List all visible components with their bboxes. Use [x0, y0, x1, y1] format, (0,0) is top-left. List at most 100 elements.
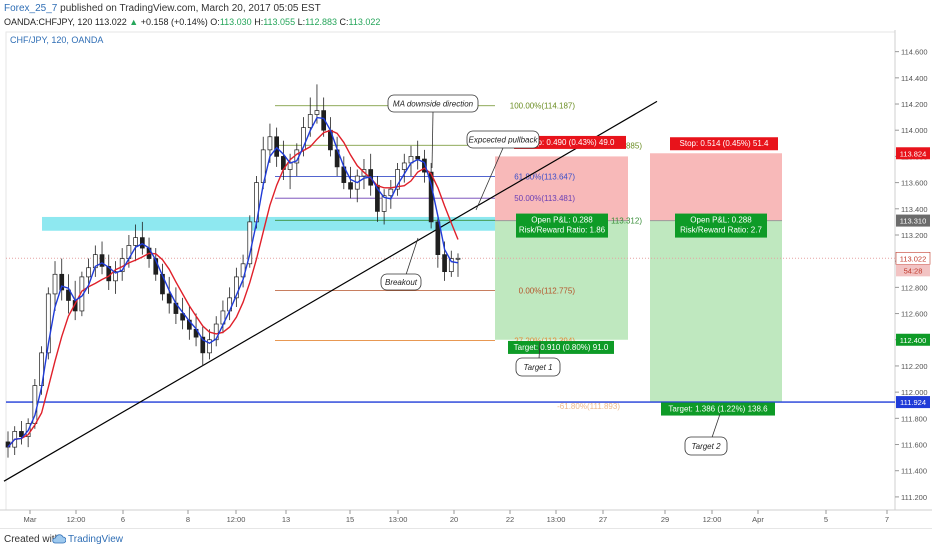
candle-body	[395, 169, 400, 190]
candle-body	[19, 431, 24, 438]
slow-moving-average	[7, 129, 459, 448]
publish-line: Forex_25_7 published on TradingView.com,…	[4, 3, 321, 14]
candle-body	[448, 258, 454, 273]
trendline	[3, 100, 658, 482]
candle-body	[166, 293, 172, 304]
candle-body	[207, 339, 212, 354]
tradingview-brand[interactable]: TradingView	[68, 534, 124, 545]
x-tick-label: 29	[661, 515, 669, 524]
y-tick-label: 111.400	[901, 467, 927, 476]
up-triangle-icon: ▲	[129, 17, 139, 27]
x-tick-label: 6	[121, 515, 125, 524]
change-value: +0.158 (+0.14%)	[140, 17, 208, 27]
low-label: L:	[297, 17, 306, 27]
annotation-pullback-box	[466, 130, 540, 149]
x-tick-label: 8	[186, 515, 190, 524]
candle-body	[442, 254, 447, 273]
y-tick-label: 112.800	[901, 283, 928, 292]
target-label-2-text: Target: 1.386 (1.22%) 138.6	[668, 405, 768, 414]
fib-label: -61.80%(111.893)	[557, 402, 620, 411]
candle-body	[234, 276, 239, 299]
fib-label: 61.80%(113.647)	[514, 172, 575, 181]
y-tick-label: 113.600	[901, 179, 928, 188]
pnl-label-2-text: Open P&L: 0.288	[690, 216, 752, 225]
x-tick-label: 7	[885, 515, 889, 524]
chart-title: CHF/JPY, 120, OANDA	[10, 35, 103, 45]
candle-body	[415, 156, 421, 160]
y-tick-label: 114.200	[901, 100, 928, 109]
close-label: C:	[339, 17, 349, 27]
x-tick-label: 5	[824, 515, 828, 524]
annotation-target-2-box	[684, 436, 728, 456]
x-tick-label: 12:00	[703, 515, 722, 524]
x-tick-label: 13:00	[389, 515, 408, 524]
y-tick-label: 111.800	[901, 414, 927, 423]
candle-body	[86, 267, 91, 278]
target-zone	[495, 220, 628, 340]
candle-body	[348, 182, 353, 190]
candle-body	[113, 271, 118, 282]
candle-body	[139, 237, 145, 249]
x-tick-label: 13	[282, 515, 290, 524]
y-tick-label: 111.200	[901, 493, 927, 502]
price-axis-label-text: 111.924	[900, 398, 926, 407]
pnl-label-1-text: Risk/Reward Ratio: 1.86	[519, 226, 606, 235]
x-tick-label: 20	[450, 515, 458, 524]
pnl-label-1-box	[516, 213, 608, 238]
low-value: 112.883	[305, 17, 337, 27]
candle-body	[321, 110, 327, 131]
fib-label: 0.00%(112.775)	[519, 287, 576, 296]
annotation-breakout-text: Breakout	[385, 278, 418, 287]
x-tick-label: 13:00	[547, 515, 566, 524]
created-with-label: Created with	[4, 534, 61, 545]
annotation-ma-direction-text: MA downside direction	[393, 100, 474, 109]
candle-body	[99, 254, 105, 267]
candle-body	[200, 336, 206, 354]
close-value: 113.022	[348, 17, 381, 27]
chart-header: Forex_25_7 published on TradingView.com,…	[0, 0, 932, 30]
candle-body	[52, 273, 58, 295]
y-tick-label: 114.000	[901, 126, 928, 135]
high-label: H:	[254, 17, 264, 27]
annotation-target-2-text: Target 2	[691, 442, 721, 451]
candle-body	[455, 257, 461, 260]
price-axis-label-text: 113.022	[900, 254, 927, 263]
x-tick-label: Mar	[24, 515, 37, 524]
candle-body	[66, 289, 71, 301]
fib-label: 113.312)	[611, 216, 642, 225]
footer: Created with TradingView	[0, 528, 932, 551]
candle-body	[45, 293, 51, 354]
author-link[interactable]: Forex_25_7	[4, 3, 58, 14]
candle-body	[180, 313, 185, 321]
stop-label-2-text: Stop: 0.514 (0.45%) 51.4	[680, 139, 770, 148]
pnl-label-1-text: Open P&L: 0.288	[531, 216, 593, 225]
symbol-quote-line: OANDA:CHFJPY, 120 113.022 ▲ +0.158 (+0.1…	[4, 17, 380, 27]
candle-body	[307, 114, 313, 128]
chart-area[interactable]: CHF/JPY, 120, OANDA 111.200 111.400 111.600…	[0, 30, 932, 525]
stop-zone	[495, 156, 628, 221]
stop-zone	[650, 153, 782, 221]
support-zone	[42, 216, 516, 231]
open-label: O:	[210, 17, 220, 27]
annotation-pullback-text: Expcected pullback	[469, 136, 539, 145]
stop-label-1-text: Stop: 0.490 (0.43%) 49.0	[526, 138, 616, 147]
y-tick-label: 114.400	[901, 74, 928, 83]
candle-body	[287, 162, 293, 170]
target-zone	[650, 220, 782, 403]
price-axis-label-blue	[896, 396, 930, 409]
y-tick-label: 112.600	[901, 310, 928, 319]
price-axis-label-text: 113.824	[900, 149, 927, 158]
x-tick-label: 27	[599, 515, 607, 524]
annotation-ma-direction-box	[387, 94, 479, 113]
price-axis-label-last	[895, 251, 931, 265]
candle-body	[314, 110, 320, 115]
candle-body	[274, 136, 280, 157]
price-chart[interactable]: CHF/JPY, 120, OANDA 111.200 111.400 111.600…	[0, 30, 932, 525]
target-label-2-box	[661, 402, 775, 416]
stop-label-1-box	[514, 135, 626, 149]
y-tick-label: 112.200	[901, 362, 928, 371]
published-text: published on TradingView.com, March 20, …	[60, 3, 321, 14]
annotation-ma-direction-pointer	[431, 111, 434, 169]
y-tick-label: 113.200	[901, 231, 928, 240]
price-axis-label-text: 112.400	[900, 336, 927, 345]
